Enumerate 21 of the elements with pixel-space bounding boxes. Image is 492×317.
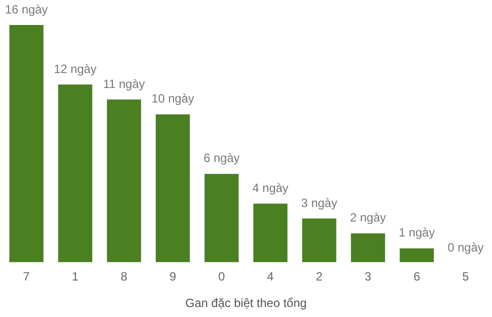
x-tick-label: 1 <box>72 270 79 284</box>
x-tick-label: 7 <box>23 270 30 284</box>
x-tick-label: 8 <box>120 270 128 284</box>
data-label: 1 ngày <box>398 226 435 240</box>
x-tick-label: 2 <box>316 270 323 284</box>
x-tick-label: 0 <box>218 270 226 284</box>
data-label: 2 ngày <box>350 210 386 225</box>
x-axis-title: Gan đặc biệt theo tổng <box>185 296 307 310</box>
x-tick-label: 6 <box>413 270 420 284</box>
data-label: 4 ngày <box>252 180 288 195</box>
data-label: 3 ngày <box>301 196 338 210</box>
x-tick-label: 4 <box>267 270 274 284</box>
data-label: 11 ngày <box>103 76 145 91</box>
data-label: 0 ngày <box>448 240 484 255</box>
x-tick-label: 5 <box>462 270 470 284</box>
data-label: 6 ngày <box>204 151 240 166</box>
x-tick-label: 3 <box>364 270 372 284</box>
data-label: 12 ngày <box>54 62 97 76</box>
x-tick-label: 9 <box>169 270 176 284</box>
data-label: 10 ngày <box>151 92 194 106</box>
data-label: 16 ngày <box>5 2 48 16</box>
